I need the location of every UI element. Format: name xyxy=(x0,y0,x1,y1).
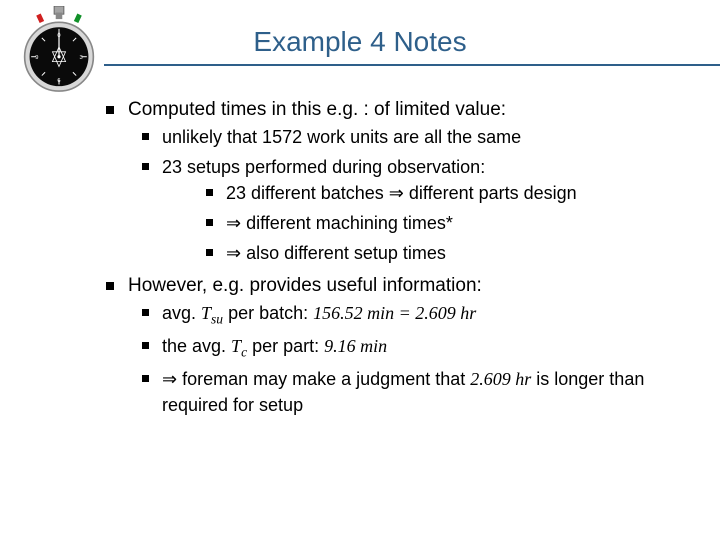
bullet-square-icon xyxy=(206,219,213,226)
bullet-square-icon xyxy=(142,375,149,382)
bullet-l3: 23 different batches ⇒ different parts d… xyxy=(206,180,700,206)
math-value: 9.16 xyxy=(324,336,360,356)
implies-icon: ⇒ xyxy=(162,369,177,389)
math-value: 2.609 xyxy=(470,369,515,389)
bullet-square-icon xyxy=(142,133,149,140)
slide-title: Example 4 Notes xyxy=(0,26,720,58)
math-subscript: su xyxy=(211,311,223,326)
bullet-text: foreman may make a judgment that xyxy=(177,369,470,389)
bullet-square-icon xyxy=(106,282,114,290)
bullet-l1: However, e.g. provides useful informatio… xyxy=(106,272,700,418)
bullet-text: per batch: xyxy=(223,303,313,323)
bullet-square-icon xyxy=(206,249,213,256)
bullet-text: However, e.g. provides useful informatio… xyxy=(128,275,482,296)
math-unit: min xyxy=(367,303,394,323)
slide-header: 0 9 3 6 Example 4 Notes xyxy=(0,0,720,80)
bullet-l2: avg. Tsu per batch: 156.52 min = 2.609 h… xyxy=(142,300,700,329)
bullet-l2: ⇒ foreman may make a judgment that 2.609… xyxy=(142,366,700,418)
bullet-l2: the avg. Tc per part: 9.16 min xyxy=(142,333,700,362)
math-var: T xyxy=(231,336,241,356)
math-value: 156.52 xyxy=(313,303,367,323)
math-unit: min xyxy=(360,336,387,356)
math-unit: hr xyxy=(460,303,476,323)
bullet-text: different parts design xyxy=(404,183,577,203)
bullet-text: per part: xyxy=(247,336,324,356)
bullet-square-icon xyxy=(142,342,149,349)
bullet-text: also different setup times xyxy=(241,243,446,263)
implies-icon: ⇒ xyxy=(226,213,241,233)
bullet-l2: unlikely that 1572 work units are all th… xyxy=(142,124,700,150)
math-unit: hr xyxy=(515,369,531,389)
bullet-text: avg. xyxy=(162,303,201,323)
bullet-l1: Computed times in this e.g. : of limited… xyxy=(106,96,700,266)
bullet-text: unlikely that 1572 work units are all th… xyxy=(162,127,521,147)
math-op: = xyxy=(394,303,415,323)
bullet-square-icon xyxy=(206,189,213,196)
svg-text:6: 6 xyxy=(57,78,60,84)
bullet-l3: ⇒ different machining times* xyxy=(206,210,700,236)
bullet-square-icon xyxy=(142,309,149,316)
bullet-l2: 23 setups performed during observation: … xyxy=(142,154,700,266)
title-underline xyxy=(104,64,720,66)
bullet-l3: ⇒ also different setup times xyxy=(206,240,700,266)
implies-icon: ⇒ xyxy=(226,243,241,263)
math-var: T xyxy=(201,303,211,323)
bullet-square-icon xyxy=(106,106,114,114)
bullet-square-icon xyxy=(142,163,149,170)
bullet-text: different machining times* xyxy=(241,213,453,233)
math-value: 2.609 xyxy=(415,303,460,323)
bullet-text: 23 different batches xyxy=(226,183,389,203)
slide-body: Computed times in this e.g. : of limited… xyxy=(106,96,700,424)
bullet-text: the avg. xyxy=(162,336,231,356)
implies-icon: ⇒ xyxy=(389,183,404,203)
bullet-text: 23 setups performed during observation: xyxy=(162,157,485,177)
bullet-text: Computed times in this e.g. : of limited… xyxy=(128,99,506,120)
